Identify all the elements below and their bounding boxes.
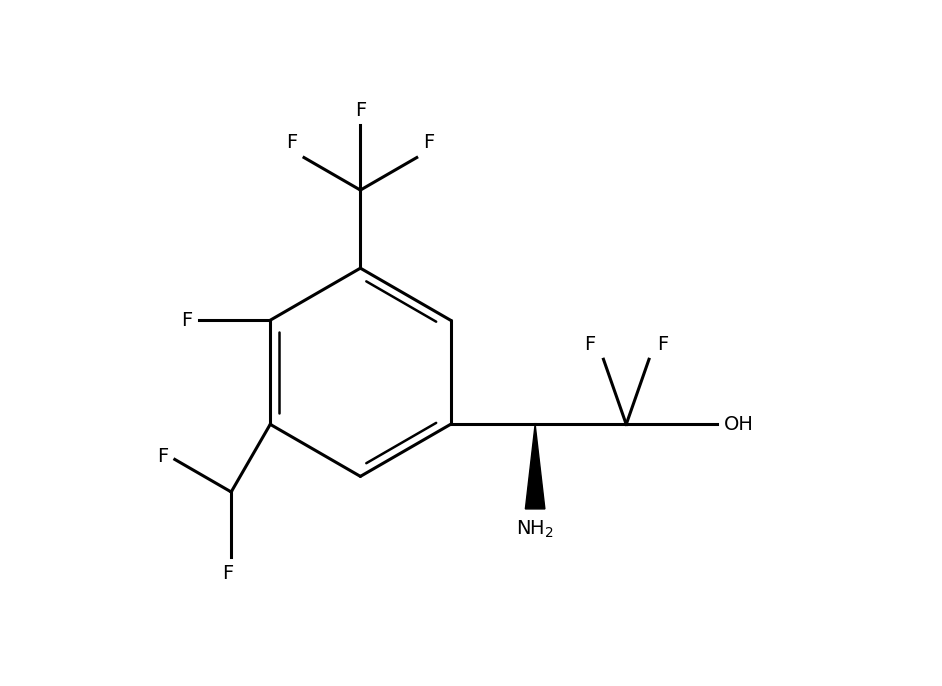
Text: F: F xyxy=(355,101,366,120)
Text: F: F xyxy=(222,563,234,582)
Text: F: F xyxy=(181,311,192,330)
Text: NH$_2$: NH$_2$ xyxy=(516,519,554,540)
Text: F: F xyxy=(657,335,668,354)
Text: F: F xyxy=(157,447,169,466)
Text: F: F xyxy=(286,133,298,152)
Text: F: F xyxy=(584,335,595,354)
Text: F: F xyxy=(423,133,434,152)
Text: OH: OH xyxy=(723,415,754,434)
Polygon shape xyxy=(526,425,544,509)
